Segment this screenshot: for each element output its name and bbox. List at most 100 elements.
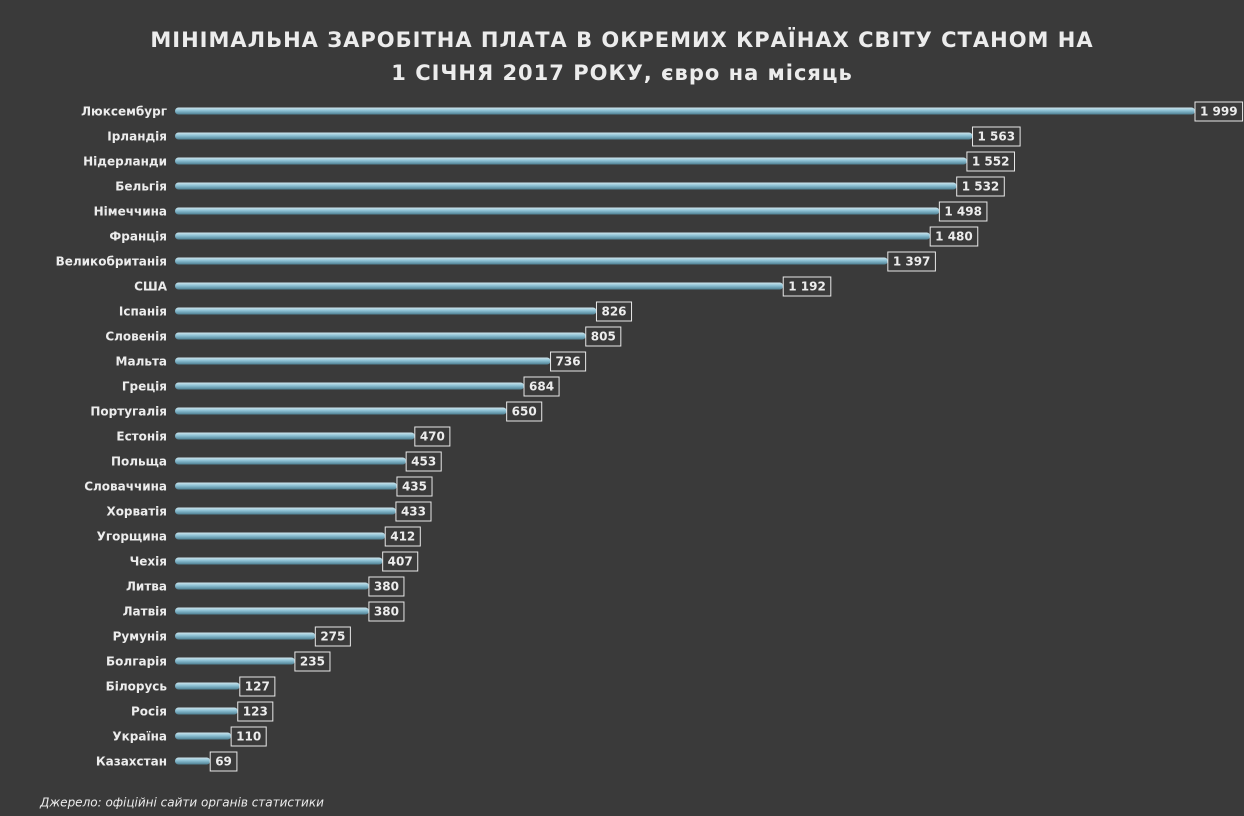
category-label: Румунія — [113, 630, 167, 644]
bar — [175, 657, 295, 665]
value-label-box — [938, 201, 988, 222]
value-label-box — [209, 751, 238, 772]
bar — [175, 157, 967, 165]
bar — [175, 557, 383, 565]
value-label: 275 — [320, 630, 345, 644]
bar — [175, 482, 397, 490]
value-label: 470 — [420, 430, 445, 444]
value-label: 1 397 — [893, 255, 931, 269]
category-label: Словенія — [105, 330, 167, 344]
value-label: 453 — [411, 455, 436, 469]
category-label: Греція — [122, 380, 167, 394]
bar — [175, 382, 525, 390]
value-label: 1 498 — [944, 205, 982, 219]
chart-title: МІНІМАЛЬНА ЗАРОБІТНА ПЛАТА В ОКРЕМИХ КРА… — [150, 27, 1093, 52]
bar — [175, 682, 240, 690]
value-label-box — [382, 551, 419, 572]
value-label-box — [368, 576, 405, 597]
value-label: 826 — [601, 305, 626, 319]
category-label: США — [134, 280, 168, 294]
bar — [175, 432, 415, 440]
chart-title: 1 СІЧНЯ 2017 РОКУ, євро на місяць — [391, 61, 852, 85]
value-label-box — [237, 701, 274, 722]
category-label: Мальта — [116, 355, 167, 369]
bar — [175, 182, 957, 190]
value-label-box — [550, 351, 587, 372]
category-label: Латвія — [123, 605, 167, 619]
value-label: 650 — [512, 405, 537, 419]
category-label: Іспанія — [119, 305, 167, 319]
bar — [175, 732, 232, 740]
value-label: 1 552 — [972, 155, 1010, 169]
bar — [175, 207, 940, 215]
value-label-box — [1194, 101, 1244, 122]
value-label: 110 — [236, 730, 261, 744]
category-label: Болгарія — [106, 655, 167, 669]
bar — [175, 132, 973, 140]
value-label: 123 — [243, 705, 268, 719]
bar — [175, 332, 586, 340]
bar — [175, 407, 507, 415]
category-label: Естонія — [116, 430, 167, 444]
value-label-box — [414, 426, 451, 447]
category-label: Чехія — [130, 555, 167, 569]
category-label: Польща — [111, 455, 167, 469]
bar — [175, 532, 386, 540]
value-label-box — [506, 401, 543, 422]
value-label-box — [405, 451, 442, 472]
bar — [175, 257, 888, 265]
bar — [175, 582, 369, 590]
bar — [175, 457, 407, 465]
category-label: Росія — [131, 705, 167, 719]
value-label-box — [523, 376, 560, 397]
category-label: Нідерланди — [83, 155, 167, 169]
value-label: 235 — [300, 655, 325, 669]
value-label-box — [887, 251, 936, 272]
bar — [175, 507, 396, 515]
value-label-box — [585, 326, 622, 347]
bar — [175, 707, 238, 715]
value-label-box — [956, 176, 1005, 197]
category-label: Білорусь — [106, 680, 168, 694]
category-label: Люксембург — [81, 105, 167, 119]
category-label: Німеччина — [94, 205, 167, 219]
category-label: Ірландія — [107, 130, 167, 144]
value-label: 1 532 — [962, 180, 1000, 194]
value-label-box — [239, 676, 276, 697]
category-label: Україна — [112, 730, 167, 744]
value-label: 69 — [215, 755, 232, 769]
value-label-box — [972, 126, 1021, 147]
value-label-box — [368, 601, 405, 622]
value-label-box — [966, 151, 1015, 172]
bar — [175, 307, 597, 315]
value-label: 412 — [390, 530, 415, 544]
value-label: 1 480 — [935, 230, 973, 244]
category-label: Угорщина — [97, 530, 167, 544]
value-label-box — [595, 301, 633, 322]
value-label: 1 192 — [788, 280, 826, 294]
bar — [175, 357, 551, 365]
value-label: 380 — [374, 605, 399, 619]
value-label: 1 999 — [1200, 105, 1238, 119]
value-label-box — [230, 726, 267, 747]
bar — [175, 757, 211, 765]
value-label-box — [314, 626, 351, 647]
category-label: Португалія — [90, 405, 167, 419]
value-label-box — [384, 526, 421, 547]
value-label: 380 — [374, 580, 399, 594]
value-label: 435 — [402, 480, 427, 494]
value-label: 1 563 — [978, 130, 1016, 144]
category-label: Словаччина — [84, 480, 167, 494]
value-label-box — [396, 476, 433, 497]
source-note: Джерело: офіційні сайти органів статисти… — [39, 796, 324, 810]
value-label: 407 — [388, 555, 413, 569]
category-label: Хорватія — [106, 505, 167, 519]
bar — [175, 107, 1195, 115]
value-label: 684 — [529, 380, 554, 394]
bar — [175, 282, 784, 290]
value-label: 805 — [591, 330, 616, 344]
category-label: Великобританія — [56, 255, 167, 269]
category-label: Литва — [126, 580, 167, 594]
value-label-box — [929, 226, 979, 247]
